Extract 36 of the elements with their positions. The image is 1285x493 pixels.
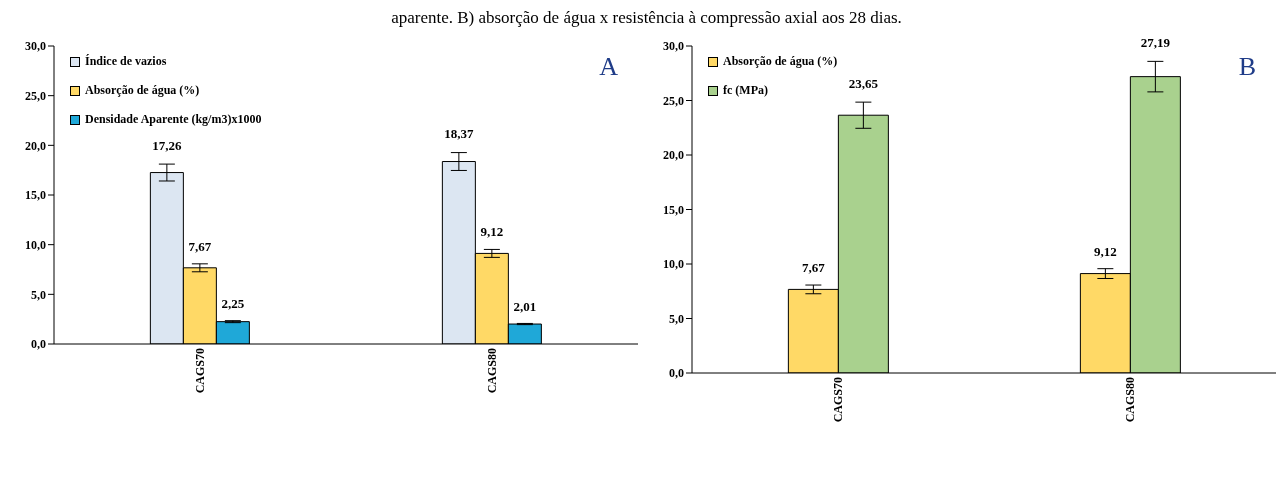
y-tick-label: 15,0 <box>25 188 46 203</box>
text: aparente. B) absorção de água x resistência à compressão axial aos 28 dias. <box>391 8 902 27</box>
data-label: 9,12 <box>480 224 504 240</box>
annotation: A <box>599 52 618 82</box>
data-label: 9,12 <box>1093 243 1117 259</box>
y-tick-label: 0,0 <box>31 337 46 352</box>
data-label: 2,01 <box>513 299 537 315</box>
y-tick-label: 30,0 <box>25 39 46 54</box>
legend-label: Absorção de água (%) <box>85 83 200 98</box>
y-tick-label: 5,0 <box>31 287 46 302</box>
y-tick-label: 25,0 <box>663 93 684 108</box>
y-tick-label: 20,0 <box>25 138 46 153</box>
data-label: 27,19 <box>1140 34 1171 50</box>
x-tick-label: CAGS80 <box>484 348 499 394</box>
data-label: 7,67 <box>188 238 212 254</box>
y-tick-label: 30,0 <box>663 39 684 54</box>
data-label: 23,65 <box>848 75 879 91</box>
data-label: 17,26 <box>152 137 182 153</box>
legend-label: Absorção de água (%) <box>723 54 838 69</box>
x-tick-label: CAGS80 <box>1122 377 1137 423</box>
y-tick-label: 5,0 <box>669 311 684 326</box>
legend-label: Densidade Aparente (kg/m3)x1000 <box>85 112 262 127</box>
y-tick-label: 25,0 <box>25 88 46 103</box>
legend-label: fc (MPa) <box>723 83 768 98</box>
y-tick-label: 15,0 <box>663 202 684 217</box>
x-tick-label: CAGS70 <box>192 348 207 394</box>
legend-label: Índice de vazios <box>85 54 167 69</box>
y-tick-label: 20,0 <box>663 148 684 163</box>
data-label: 2,25 <box>221 296 245 312</box>
y-tick-label: 10,0 <box>25 237 46 252</box>
annotation: B <box>1238 52 1256 82</box>
y-tick-label: 10,0 <box>663 257 684 272</box>
y-tick-label: 0,0 <box>669 366 684 381</box>
data-label: 18,37 <box>444 125 474 141</box>
data-label: 7,67 <box>801 260 826 276</box>
x-tick-label: CAGS70 <box>830 377 845 423</box>
